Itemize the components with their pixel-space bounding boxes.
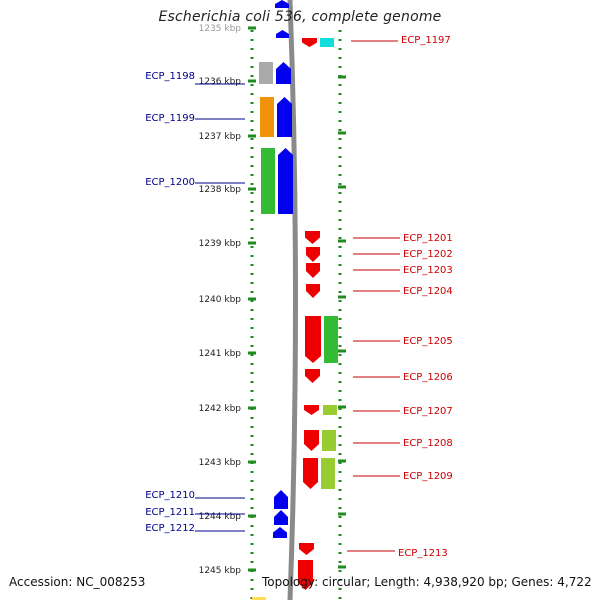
cog-box-yellow[interactable] — [252, 597, 266, 600]
gene-label-ecp-1204[interactable]: ECP_1204 — [403, 286, 453, 297]
forward-gene-arrow[interactable] — [278, 148, 293, 214]
scale-tick-label: 1240 kbp — [199, 295, 242, 305]
cog-box-lightgreen[interactable] — [321, 458, 335, 489]
scale-tick-label: 1243 kbp — [199, 458, 242, 468]
reverse-gene-arrow[interactable] — [299, 543, 314, 555]
gene-label-ecp-1202[interactable]: ECP_1202 — [403, 249, 453, 260]
forward-gene-arrow[interactable] — [276, 62, 291, 84]
cog-box-cyan[interactable] — [320, 38, 334, 47]
cog-box-gray[interactable] — [259, 62, 273, 84]
forward-gene-arrow[interactable] — [274, 490, 288, 509]
reverse-gene-arrow[interactable] — [306, 284, 320, 298]
forward-gene-arrow[interactable] — [277, 97, 292, 137]
gene-label-ecp-1206[interactable]: ECP_1206 — [403, 372, 453, 383]
cog-box-lightgreen[interactable] — [323, 405, 337, 415]
scale-tick-label: 1242 kbp — [199, 404, 242, 414]
gene-label-ecp-1201[interactable]: ECP_1201 — [403, 233, 453, 244]
genome-backbone — [287, 0, 298, 603]
accession-label: Accession: NC_008253 — [9, 575, 146, 589]
gene-label-ecp-1212[interactable]: ECP_1212 — [145, 523, 195, 534]
cog-box-lightgreen[interactable] — [322, 430, 336, 451]
reverse-gene-arrow[interactable] — [306, 263, 320, 278]
gene-label-ecp-1208[interactable]: ECP_1208 — [403, 438, 453, 449]
gene-label-ecp-1200[interactable]: ECP_1200 — [145, 177, 195, 188]
reverse-gene-arrow[interactable] — [304, 405, 319, 415]
cog-box-green[interactable] — [261, 148, 275, 214]
gene-label-ecp-1199[interactable]: ECP_1199 — [145, 113, 195, 124]
scale-tick-label: 1237 kbp — [199, 132, 242, 142]
scale-tick-label: 1238 kbp — [199, 185, 242, 195]
reverse-gene-arrow[interactable] — [304, 430, 319, 451]
reverse-gene-arrow[interactable] — [305, 369, 320, 383]
forward-gene-arrow[interactable] — [273, 527, 287, 538]
gene-label-ecp-1205[interactable]: ECP_1205 — [403, 336, 453, 347]
reverse-gene-arrow[interactable] — [302, 38, 317, 47]
gene-label-ecp-1210[interactable]: ECP_1210 — [145, 490, 195, 501]
forward-gene-arrow[interactable] — [274, 510, 288, 525]
reverse-gene-arrow[interactable] — [306, 247, 320, 262]
scale-tick-label: 1241 kbp — [199, 349, 242, 359]
reverse-gene-arrow[interactable] — [298, 560, 313, 590]
forward-gene-arrow[interactable] — [276, 30, 289, 38]
gene-label-ecp-1211[interactable]: ECP_1211 — [145, 507, 195, 518]
cog-box-orange[interactable] — [260, 97, 274, 137]
scale-tick-label: 1239 kbp — [199, 239, 242, 249]
gene-label-ecp-1203[interactable]: ECP_1203 — [403, 265, 453, 276]
gene-label-ecp-1209[interactable]: ECP_1209 — [403, 471, 453, 482]
forward-gene-arrow[interactable] — [275, 0, 289, 8]
gene-label-ecp-1198[interactable]: ECP_1198 — [145, 71, 195, 82]
gene-label-ecp-1213[interactable]: ECP_1213 — [398, 548, 448, 559]
genome-title: Escherichia coli 536, complete genome — [158, 9, 442, 25]
scale-tick-label: 1244 kbp — [199, 512, 242, 522]
cog-box-green[interactable] — [324, 316, 338, 363]
reverse-gene-arrow[interactable] — [303, 458, 318, 489]
scale-tick-label: 1236 kbp — [199, 77, 242, 87]
reverse-gene-arrow[interactable] — [305, 316, 321, 363]
reverse-gene-arrow[interactable] — [305, 231, 320, 244]
scale-tick-label: 1235 kbp — [199, 24, 242, 34]
gene-label-ecp-1207[interactable]: ECP_1207 — [403, 406, 453, 417]
topology-summary: Topology: circular; Length: 4,938,920 bp… — [262, 575, 592, 589]
scale-tick-label: 1245 kbp — [199, 566, 242, 576]
gene-label-ecp-1197[interactable]: ECP_1197 — [401, 35, 451, 46]
